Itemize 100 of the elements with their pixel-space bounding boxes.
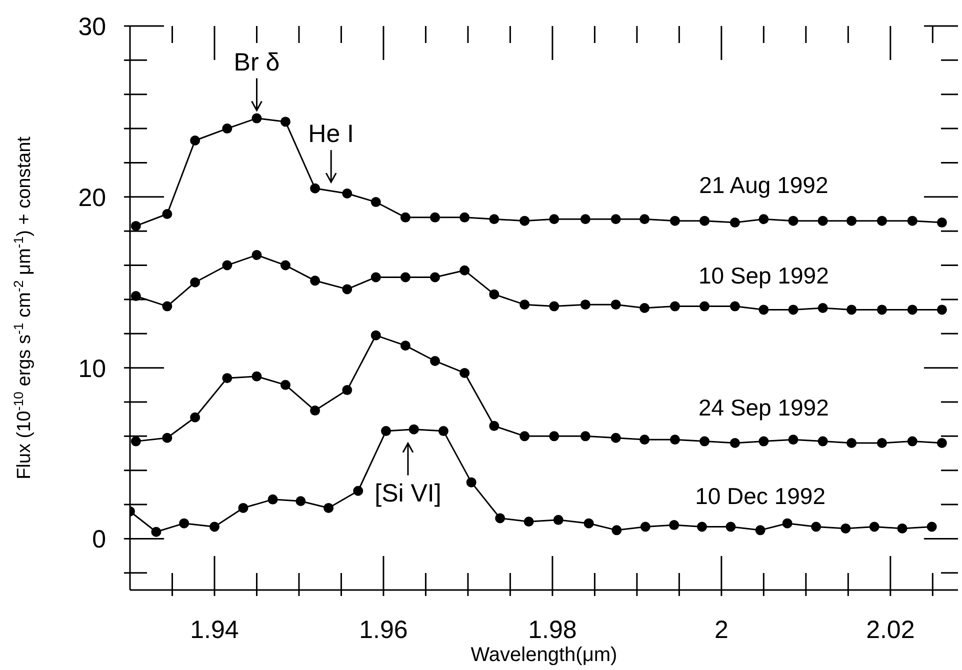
point bbox=[897, 523, 908, 534]
point bbox=[430, 356, 440, 366]
point bbox=[610, 300, 621, 310]
series-label: 21 Aug 1992 bbox=[699, 172, 828, 198]
point bbox=[460, 368, 470, 378]
point bbox=[553, 514, 564, 525]
point bbox=[549, 214, 560, 224]
point bbox=[788, 304, 798, 315]
point bbox=[179, 518, 190, 528]
point bbox=[280, 260, 290, 270]
x-tick-label: 1.94 bbox=[190, 616, 239, 644]
point bbox=[209, 522, 220, 532]
point bbox=[190, 277, 200, 288]
point bbox=[310, 406, 320, 416]
y-tick-label: 10 bbox=[78, 354, 106, 383]
point bbox=[755, 525, 766, 536]
point bbox=[907, 216, 918, 226]
point bbox=[876, 304, 887, 315]
point bbox=[696, 522, 707, 532]
point bbox=[280, 116, 290, 127]
point bbox=[400, 272, 410, 282]
point bbox=[876, 216, 887, 226]
point bbox=[580, 214, 590, 224]
point bbox=[670, 301, 680, 312]
point bbox=[758, 214, 769, 224]
point bbox=[584, 518, 594, 528]
point bbox=[460, 265, 470, 276]
point bbox=[238, 502, 248, 513]
point bbox=[489, 289, 500, 300]
point bbox=[580, 300, 590, 310]
point bbox=[818, 436, 828, 446]
point bbox=[151, 526, 162, 537]
point bbox=[430, 212, 440, 222]
point bbox=[846, 216, 857, 226]
point bbox=[670, 434, 680, 445]
point bbox=[252, 113, 262, 124]
point bbox=[520, 300, 530, 310]
point bbox=[612, 525, 622, 536]
point bbox=[788, 216, 798, 226]
point bbox=[640, 522, 650, 532]
point bbox=[610, 432, 621, 443]
point bbox=[640, 303, 650, 313]
point bbox=[460, 212, 470, 222]
point bbox=[700, 301, 710, 312]
point bbox=[495, 513, 506, 524]
point bbox=[489, 214, 500, 224]
point bbox=[782, 518, 792, 528]
point bbox=[846, 438, 857, 448]
point bbox=[758, 304, 769, 315]
point bbox=[811, 522, 822, 532]
point bbox=[370, 330, 381, 340]
point bbox=[252, 371, 262, 382]
point bbox=[489, 420, 500, 431]
point bbox=[353, 486, 364, 496]
point bbox=[520, 216, 530, 226]
y-tick-label: 0 bbox=[92, 526, 106, 554]
point bbox=[370, 272, 381, 282]
point bbox=[700, 436, 710, 446]
x-tick-label: 2.02 bbox=[866, 616, 915, 644]
point bbox=[342, 188, 352, 198]
point bbox=[730, 301, 740, 312]
point bbox=[162, 209, 172, 219]
point bbox=[520, 431, 530, 442]
point bbox=[580, 431, 590, 442]
x-tick-label: 2 bbox=[714, 616, 728, 644]
point bbox=[400, 340, 410, 351]
point bbox=[730, 218, 740, 228]
annotation: [Si VI] bbox=[374, 479, 442, 508]
point bbox=[296, 496, 306, 506]
point bbox=[222, 373, 232, 384]
point bbox=[381, 426, 392, 436]
point bbox=[640, 214, 650, 224]
point bbox=[162, 301, 172, 312]
annotation: Br δ bbox=[234, 48, 280, 76]
point bbox=[222, 260, 232, 270]
point bbox=[700, 216, 710, 226]
point bbox=[310, 276, 320, 286]
point bbox=[400, 212, 410, 222]
point bbox=[907, 436, 918, 446]
point bbox=[549, 301, 560, 312]
point bbox=[730, 438, 740, 448]
point bbox=[324, 502, 334, 513]
point bbox=[840, 523, 851, 534]
point bbox=[466, 477, 476, 488]
point bbox=[430, 272, 440, 282]
point bbox=[926, 522, 937, 532]
point bbox=[370, 197, 381, 208]
point bbox=[907, 304, 918, 315]
series-label: 24 Sep 1992 bbox=[698, 394, 829, 420]
series-label: 10 Sep 1992 bbox=[698, 262, 829, 289]
point bbox=[438, 426, 448, 436]
point bbox=[130, 220, 141, 231]
point bbox=[310, 183, 320, 194]
point bbox=[342, 385, 352, 396]
point bbox=[408, 424, 419, 434]
point bbox=[669, 520, 680, 530]
point bbox=[252, 250, 262, 260]
point bbox=[846, 304, 857, 315]
x-tick-label: 1.98 bbox=[528, 616, 577, 644]
point bbox=[190, 136, 200, 146]
